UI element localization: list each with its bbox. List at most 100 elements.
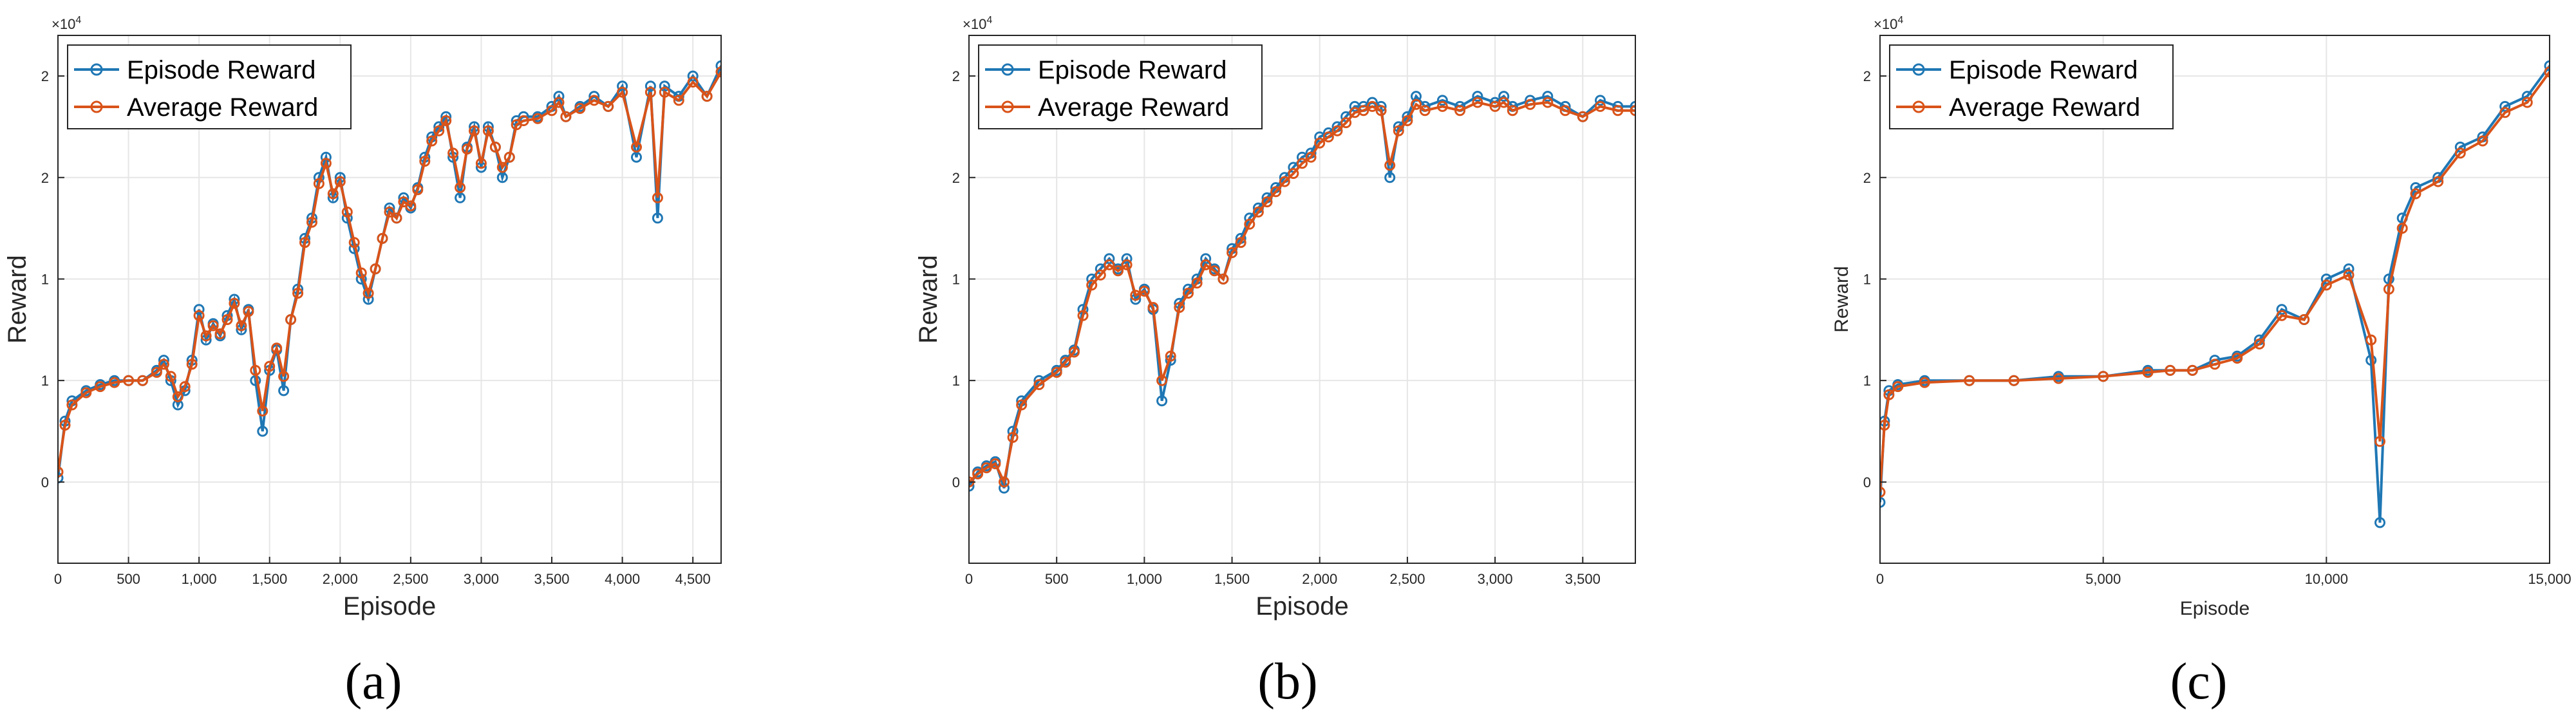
legend: Episode Reward Average Reward [67,44,352,129]
data-point [1007,432,1019,443]
data-point [2053,373,2064,384]
data-point [652,192,663,203]
data-point [1630,100,1635,112]
data-point [2396,223,2408,234]
x-tick-label: 1,500 [1214,571,1250,587]
data-point [426,135,438,147]
x-tick-label: 10,000 [2305,571,2348,587]
x-tick-label: 2,500 [393,571,428,587]
data-point [673,95,684,106]
x-tick-label: 3,000 [1478,571,1513,587]
data-point [1121,259,1133,270]
y-tick-label: 1 [41,373,49,389]
x-tick-label: 500 [117,571,140,587]
data-point [560,111,572,122]
series-group [1880,60,2550,528]
data-point [419,156,431,167]
legend-label: Episode Reward [1038,56,1227,84]
data-point [2165,364,2176,376]
data-point [243,306,254,317]
data-point [981,462,992,474]
legend-marker [90,63,103,76]
data-point [1244,218,1255,230]
data-point [257,425,268,437]
data-point [2098,371,2109,382]
data-point [1270,186,1282,198]
subfigure-caption: (a) [345,653,402,710]
x-tick-label: 4,500 [675,571,711,587]
data-point [659,86,670,98]
x-tick-label: 1,500 [252,571,287,587]
data-point [475,158,487,169]
data-point [2320,279,2332,291]
data-point [2365,355,2377,366]
data-point [334,176,346,187]
x-tick-label: 15,000 [2528,571,2571,587]
data-point [2499,107,2511,118]
data-point [1297,158,1308,169]
data-point [990,458,1001,469]
x-tick-label: 2,500 [1389,571,1425,587]
exponent-label: ×104 [963,15,992,32]
data-point [1138,285,1150,297]
legend-marker [1001,63,1014,76]
axes-box [1879,35,2550,564]
data-point [285,314,297,325]
data-point [2499,100,2511,112]
data-point [1384,172,1396,183]
data-point [271,342,283,354]
data-point [496,172,508,183]
data-point [207,320,219,331]
data-point [1340,117,1352,129]
data-point [370,263,381,275]
data-point [1305,151,1317,163]
data-point [1559,105,1571,117]
data-point [306,216,317,228]
data-point [631,142,642,153]
data-point [999,476,1010,488]
data-point [1577,111,1588,122]
x-axis-label: Episode [2180,598,2250,619]
legend-label: Average Reward [1038,93,1229,122]
axes-box [968,35,1636,564]
data-point [1507,105,1518,117]
data-point [1200,253,1212,265]
data-point [214,328,226,340]
data-point [2374,517,2385,528]
data-point [292,288,304,299]
data-point [1892,381,1904,393]
y-tick-label: 2 [1863,170,1871,186]
x-axis-label: Episode [1255,592,1349,621]
legend-box [1889,44,2174,129]
data-point [2544,66,2550,78]
data-point [193,310,205,321]
data-point [123,375,135,386]
series-group [969,91,1635,494]
data-point [1147,302,1159,313]
data-point [348,237,360,248]
data-point [2232,353,2243,364]
data-point [440,115,452,126]
data-point [1033,379,1045,390]
data-point [1200,259,1212,270]
data-point [186,359,198,370]
data-point [1883,389,1895,400]
data-point [1595,95,1606,106]
data-point [496,162,508,173]
x-tick-label: 4,000 [605,571,640,587]
data-point [1288,168,1299,179]
data-point [1472,97,1483,108]
data-point [221,314,233,325]
data-point [1393,125,1404,136]
legend-label: Average Reward [127,93,318,122]
data-point [250,364,261,376]
data-point [1612,105,1624,117]
data-point [1919,377,1930,388]
data-point [1630,105,1635,117]
legend-box [67,44,352,129]
exponent-label: ×104 [1874,15,1903,32]
data-point [2142,367,2154,378]
data-point [2544,60,2550,71]
data-point [1595,100,1606,112]
